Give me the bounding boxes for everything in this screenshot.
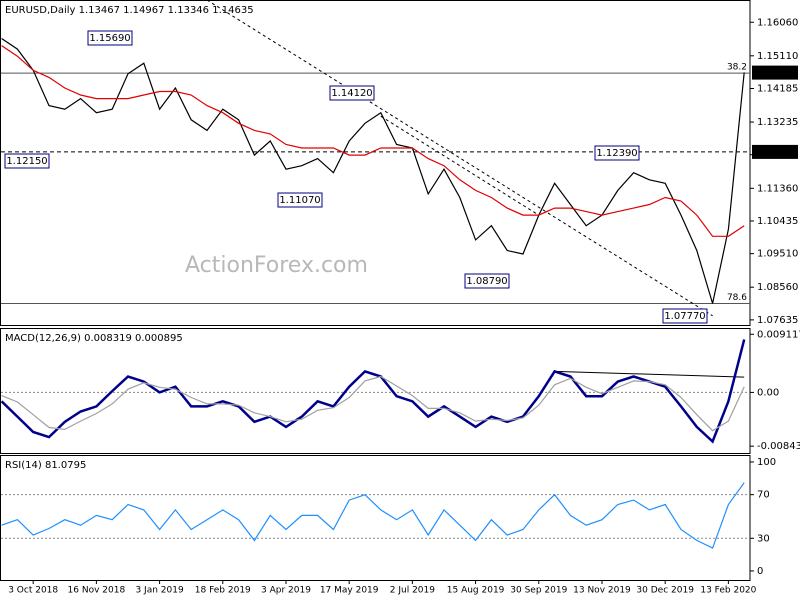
x-tick-label: 18 Feb 2019 <box>195 586 251 596</box>
panel-title: RSI(14) 81.0795 <box>5 460 86 471</box>
y-tick-label: 1.09510 <box>757 249 798 260</box>
x-tick-label: 3 Apr 2019 <box>261 586 311 596</box>
y-tick-label: 1.16060 <box>757 17 798 28</box>
annotation-box <box>662 308 708 324</box>
series-line <box>1 38 745 304</box>
annotation-label: 1.12150 <box>6 156 47 167</box>
y-tick-label: 100 <box>757 457 776 468</box>
annotation-label: 1.11070 <box>279 195 320 206</box>
x-tick-label: 3 Oct 2018 <box>8 586 58 596</box>
x-tick-label: 15 Aug 2019 <box>447 586 505 596</box>
watermark: ActionForex.com <box>185 253 368 278</box>
annotation-box <box>277 192 323 208</box>
x-tick-label: 30 Sep 2019 <box>510 586 567 596</box>
panel-frame <box>0 455 751 581</box>
y-tick-label: 30 <box>757 533 770 544</box>
y-tick-label: 1.15110 <box>757 51 798 62</box>
trend-line <box>554 370 745 378</box>
x-tick-label: 17 May 2019 <box>320 586 379 596</box>
panel-title: MACD(12,26,9) 0.008319 0.000895 <box>5 333 183 344</box>
y-tick-label: 1.14185 <box>757 83 798 94</box>
annotation-label: 1.07770 <box>664 311 705 322</box>
annotation-box <box>594 145 640 161</box>
x-tick-label: 16 Nov 2018 <box>68 586 126 596</box>
y-tick-label: 70 <box>757 490 770 501</box>
annotation-label: 1.14120 <box>331 88 372 99</box>
x-tick-label: 13 Nov 2019 <box>573 586 631 596</box>
price-tag-label: 1.14635 <box>755 68 796 79</box>
series-line <box>1 482 745 549</box>
x-tick-label: 13 Feb 2020 <box>700 586 756 596</box>
annotation-box <box>329 85 375 101</box>
series-line <box>0 339 746 444</box>
y-tick-label: 1.08560 <box>757 282 798 293</box>
panel-frame <box>0 328 751 454</box>
annotation-box <box>464 273 510 289</box>
y-tick-label: 0.00 <box>757 387 779 398</box>
y-tick-label: 0.009117 <box>757 329 800 340</box>
annotation-box <box>87 30 133 46</box>
fib-label: 38.2 <box>727 63 747 73</box>
y-tick-label: 1.07635 <box>757 315 798 326</box>
price-tag <box>752 65 798 80</box>
panel-frame <box>0 0 751 326</box>
series-line <box>1 45 745 237</box>
y-tick-label: -0.008432 <box>757 441 800 452</box>
annotation-label: 1.08790 <box>466 276 507 287</box>
y-tick-label: 1.10435 <box>757 216 798 227</box>
price-tag-label: 1.12390 <box>755 147 796 158</box>
price-tag <box>752 144 798 159</box>
series-line <box>1 375 745 432</box>
y-tick-label: 1.13235 <box>757 117 798 128</box>
y-tick-label: 1.11360 <box>757 183 798 194</box>
trend-line <box>380 115 540 216</box>
x-tick-label: 30 Dec 2019 <box>636 586 694 596</box>
annotation-box <box>4 153 50 169</box>
x-tick-label: 3 Jan 2019 <box>135 586 183 596</box>
annotation-label: 1.12390 <box>596 148 637 159</box>
x-tick-label: 2 Jul 2019 <box>390 586 435 596</box>
annotation-label: 1.15690 <box>89 33 130 44</box>
fib-label: 78.6 <box>727 293 747 303</box>
panel-title: EURUSD,Daily 1.13467 1.14967 1.13346 1.1… <box>5 5 254 16</box>
y-tick-label: 0 <box>757 566 763 577</box>
